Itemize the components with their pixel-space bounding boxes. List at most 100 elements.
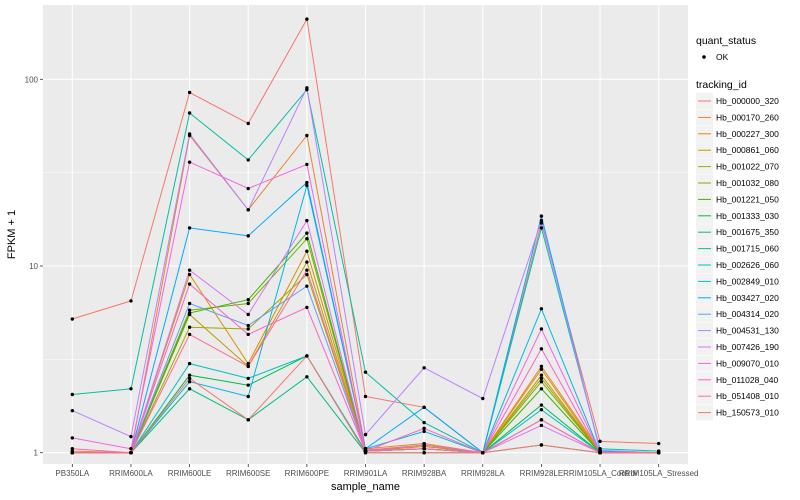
legend-color-title: tracking_id [696, 79, 747, 91]
data-point [187, 111, 192, 115]
data-point [305, 86, 309, 90]
data-point [422, 366, 426, 370]
legend-label: Hb_000227_300 [716, 129, 779, 139]
data-point [187, 380, 192, 384]
legend-label: Hb_003427_020 [716, 293, 779, 303]
data-point [422, 405, 426, 410]
data-point [129, 447, 133, 451]
legend-label: Hb_004531_130 [716, 326, 779, 336]
data-point [422, 429, 426, 434]
data-point [129, 434, 133, 439]
data-point [187, 373, 192, 377]
data-point [363, 451, 368, 455]
data-point [539, 367, 544, 371]
legend-label: Hb_007426_190 [716, 342, 779, 352]
y-axis: 1 10 100 [25, 75, 43, 458]
data-point [187, 272, 192, 277]
data-point [305, 17, 309, 21]
legend-label: Hb_001022_070 [716, 162, 779, 172]
legend-label: Hb_001675_350 [716, 227, 779, 237]
data-point [363, 394, 368, 399]
legend-label: Hb_051408_010 [716, 391, 779, 401]
data-point [422, 447, 426, 451]
data-point [246, 383, 250, 387]
data-point [305, 180, 309, 185]
data-point [246, 327, 250, 331]
series-points [70, 17, 661, 455]
data-point [305, 183, 309, 188]
data-point [246, 234, 250, 238]
x-tick-label: RRIM600SE [226, 469, 270, 478]
legend-shape-label: OK [716, 52, 729, 62]
legend-label: Hb_001715_060 [716, 244, 779, 254]
data-point [539, 387, 544, 391]
data-point [305, 284, 309, 288]
x-tick-label: RRIM600LE [168, 469, 212, 478]
legend-label: Hb_001333_030 [716, 211, 779, 221]
data-point [598, 451, 602, 455]
data-point [129, 387, 133, 391]
data-point [422, 420, 426, 425]
data-point [656, 451, 661, 455]
data-point [305, 249, 309, 253]
data-point [246, 376, 250, 381]
data-point [539, 373, 544, 377]
data-point [539, 327, 544, 331]
x-tick-label: RRIM105LA_Control [563, 469, 637, 478]
data-point [187, 160, 192, 164]
data-point [70, 408, 75, 413]
data-point [246, 332, 250, 337]
data-point [70, 392, 75, 397]
data-point [70, 451, 75, 455]
legend-label: Hb_002626_060 [716, 260, 779, 270]
data-point [656, 441, 661, 446]
data-point [187, 132, 192, 136]
legend: quant_status OK tracking_id Hb_000000_32… [696, 35, 779, 421]
data-point [187, 308, 192, 312]
data-point [246, 301, 250, 306]
data-point [481, 451, 485, 455]
legend-label: Hb_150573_010 [716, 408, 779, 418]
legend-label: Hb_002849_010 [716, 276, 779, 286]
data-point [539, 218, 544, 223]
data-point [187, 268, 192, 272]
data-point [363, 447, 368, 451]
legend-label: Hb_001221_050 [716, 194, 779, 204]
legend-label: Hb_000000_320 [716, 96, 779, 106]
data-point [539, 376, 544, 381]
data-point [539, 307, 544, 311]
data-point [246, 297, 250, 302]
data-point [363, 432, 368, 437]
data-point [246, 121, 250, 126]
data-point [305, 354, 309, 358]
data-point [305, 260, 309, 264]
data-point [246, 364, 250, 369]
x-tick-label: RRIM928LA [461, 469, 505, 478]
legend-label: Hb_000170_260 [716, 112, 779, 122]
data-point [539, 423, 544, 428]
data-point [305, 375, 309, 379]
data-point [305, 162, 309, 167]
x-tick-label: RRIM928LE [520, 469, 564, 478]
data-point [129, 299, 133, 303]
x-axis-title: sample_name [331, 481, 400, 493]
data-point [246, 312, 250, 317]
data-point [598, 439, 602, 444]
data-point [539, 221, 544, 225]
data-point [70, 447, 75, 451]
data-point [422, 443, 426, 447]
data-point [70, 317, 75, 321]
x-tick-label: RRIM928BA [402, 469, 447, 478]
data-point [129, 451, 133, 455]
data-point [363, 370, 368, 374]
data-point [539, 418, 544, 422]
data-point [422, 451, 426, 455]
data-point [305, 133, 309, 138]
data-point [187, 226, 192, 230]
data-point [305, 268, 309, 272]
y-tick-label: 1 [34, 449, 39, 458]
data-point [305, 231, 309, 235]
legend-label: Hb_001032_080 [716, 178, 779, 188]
data-point [246, 361, 250, 366]
x-tick-label: PB350LA [55, 469, 89, 478]
